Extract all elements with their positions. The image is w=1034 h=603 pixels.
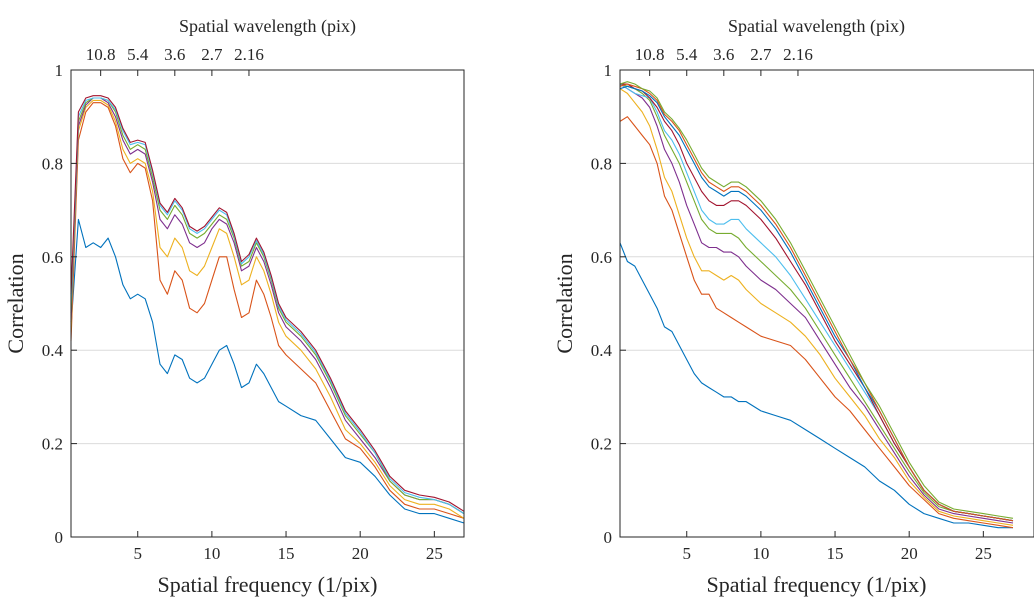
left-series-line-3 <box>70 97 465 515</box>
left-series-line-4 <box>70 97 465 515</box>
left-ticks: 5 10 15 20 25 0 0.2 0.4 0.6 0.8 1 10.8 5.4 3.6 2.7 2.16 <box>42 45 443 563</box>
right-x-tick-label-0: 5 <box>682 544 691 563</box>
left-series-line-1 <box>70 102 465 519</box>
right-top-tick-label-2: 3.6 <box>713 45 734 64</box>
right-y-tick-label-1: 0.2 <box>591 435 612 454</box>
right-x-tick-label-2: 15 <box>827 544 844 563</box>
right-chart-panel: 5 10 15 20 25 0 0.2 0.4 0.6 0.8 1 10.8 5.4 3.6 2.7 2.16… <box>552 16 1034 597</box>
left-y-tick-label-5: 1 <box>55 61 64 80</box>
right-x-tick-label-3: 20 <box>901 544 918 563</box>
left-top-tick-label-2: 3.6 <box>164 45 185 64</box>
right-x-tick-label-1: 10 <box>752 544 769 563</box>
right-y-tick-label-3: 0.6 <box>591 248 612 267</box>
left-top-tick-label-1: 5.4 <box>127 45 149 64</box>
right-ticks: 5 10 15 20 25 0 0.2 0.4 0.6 0.8 1 10.8 5.4 3.6 2.7 2.16 <box>591 45 992 563</box>
right-series-line-0 <box>619 242 1013 529</box>
right-series-group <box>619 81 1014 529</box>
left-chart-panel: 5 10 15 20 25 0 0.2 0.4 0.6 0.8 1 10.8 5.4 3.6 2.7 2.16… <box>3 16 465 597</box>
right-grid <box>620 162 1034 445</box>
right-y-tick-label-4: 0.8 <box>591 154 612 173</box>
left-top-tick-label-0: 10.8 <box>86 45 116 64</box>
right-y-tick-label-5: 1 <box>604 61 613 80</box>
right-y-axis-label: Correlation <box>552 253 577 353</box>
left-series-line-6 <box>70 95 465 512</box>
left-x-tick-label-1: 10 <box>203 544 220 563</box>
left-x-tick-label-4: 25 <box>426 544 443 563</box>
left-grid <box>71 162 464 445</box>
right-series-line-4 <box>619 83 1014 522</box>
right-top-tick-label-1: 5.4 <box>676 45 698 64</box>
left-axes-frame <box>70 69 465 538</box>
left-x-tick-label-3: 20 <box>352 544 369 563</box>
left-y-tick-label-1: 0.2 <box>42 435 63 454</box>
right-top-tick-label-3: 2.7 <box>750 45 772 64</box>
left-x-axis-label: Spatial frequency (1/pix) <box>158 572 378 597</box>
right-top-axis-label: Spatial wavelength (pix) <box>728 16 905 37</box>
right-series-line-2 <box>619 88 1014 526</box>
left-series-line-0 <box>70 218 465 524</box>
right-axes-frame <box>619 69 1034 538</box>
right-series-line-1 <box>619 116 1014 529</box>
left-top-tick-label-4: 2.16 <box>234 45 264 64</box>
left-x-tick-label-2: 15 <box>278 544 295 563</box>
left-series-line-5 <box>70 97 465 515</box>
left-y-tick-label-2: 0.4 <box>42 341 64 360</box>
right-top-tick-label-4: 2.16 <box>783 45 813 64</box>
left-top-axis-label: Spatial wavelength (pix) <box>179 16 356 37</box>
right-series-line-8 <box>619 83 1014 522</box>
left-y-tick-label-0: 0 <box>55 528 64 547</box>
right-y-tick-label-0: 0 <box>604 528 613 547</box>
left-series-group <box>70 95 465 524</box>
right-series-line-7 <box>619 85 1014 522</box>
right-x-tick-label-4: 25 <box>975 544 992 563</box>
right-series-line-3 <box>619 83 1014 524</box>
left-y-axis-label: Correlation <box>3 253 28 353</box>
left-y-tick-label-4: 0.8 <box>42 154 63 173</box>
right-x-axis-label: Spatial frequency (1/pix) <box>707 572 927 597</box>
right-series-line-9 <box>619 81 1014 519</box>
left-y-tick-label-3: 0.6 <box>42 248 63 267</box>
right-top-tick-label-0: 10.8 <box>635 45 665 64</box>
left-x-tick-label-0: 5 <box>133 544 142 563</box>
left-top-tick-label-3: 2.7 <box>201 45 223 64</box>
right-y-tick-label-2: 0.4 <box>591 341 613 360</box>
left-series-line-2 <box>70 99 465 519</box>
